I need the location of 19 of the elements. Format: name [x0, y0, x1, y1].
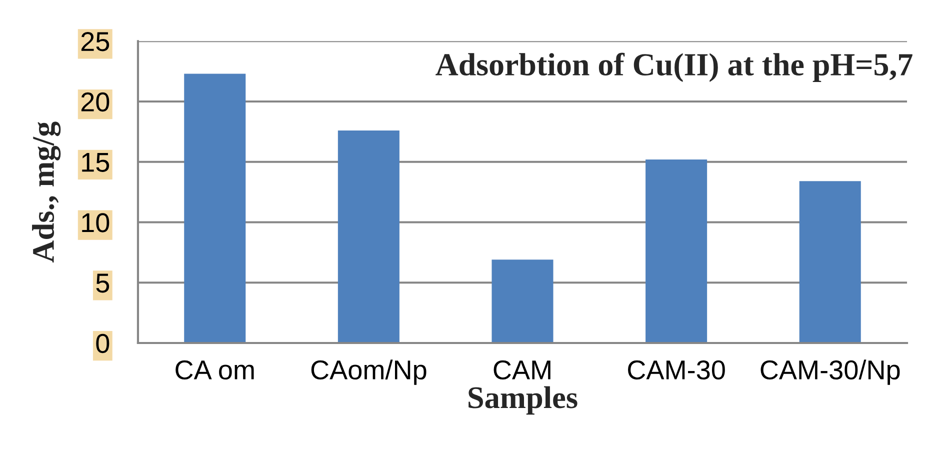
bar: [338, 130, 400, 343]
y-tick-label: 15: [82, 153, 110, 172]
bar: [646, 159, 708, 343]
x-tick-label: CAM: [494, 360, 550, 380]
y-axis-title: Ads., mg/g: [32, 122, 61, 262]
y-tick-label: 0: [96, 334, 110, 354]
x-tick-label: CAM-30: [628, 360, 725, 380]
x-tick-label: CA om: [176, 360, 254, 380]
x-axis-title: Samples: [468, 386, 578, 415]
x-tick-label: CAM-30/Np: [760, 360, 900, 385]
bar: [184, 74, 246, 343]
chart-title: Adsorbtion of Cu(II) at the pH=5,7: [436, 52, 912, 82]
y-tick-label: 25: [81, 32, 110, 52]
x-tick-label: CAom/Np: [311, 360, 426, 385]
bar: [799, 181, 861, 343]
bar: [492, 260, 554, 343]
y-tick-label: 20: [81, 92, 110, 112]
y-tick-label: 10: [82, 213, 110, 232]
y-tick-label: 5: [96, 274, 110, 293]
